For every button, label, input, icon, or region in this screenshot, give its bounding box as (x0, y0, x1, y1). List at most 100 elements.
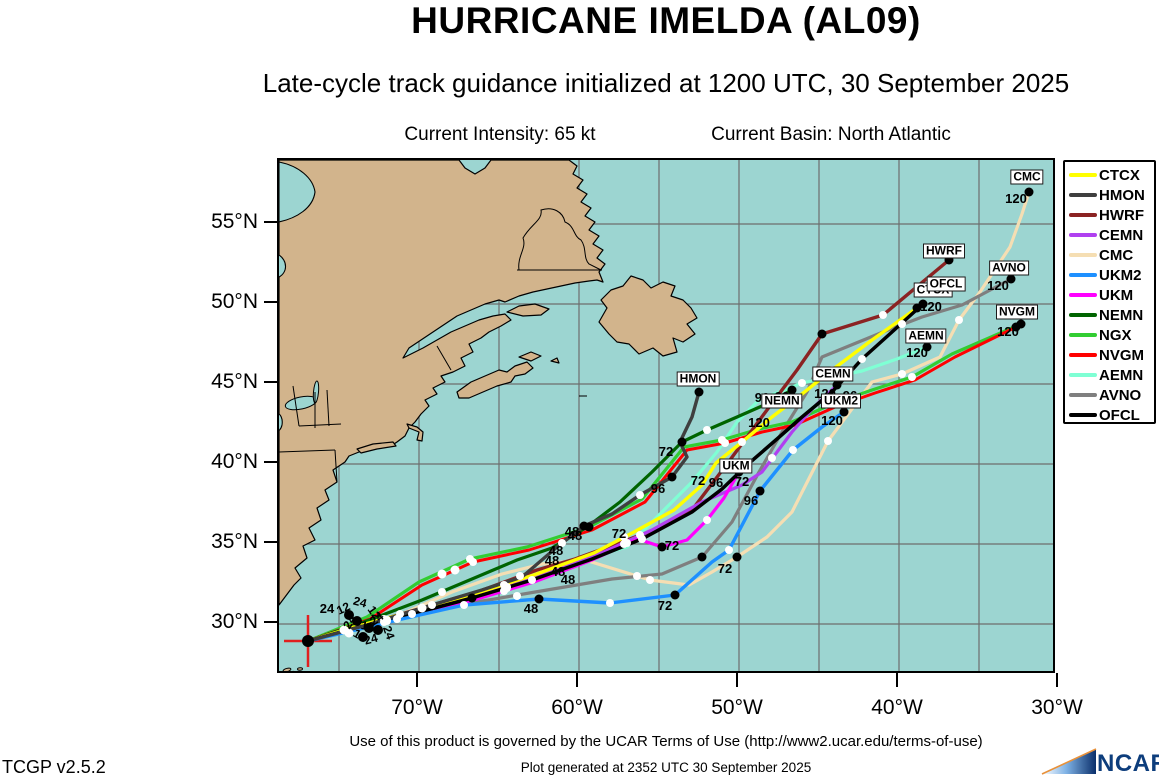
forecast-point-white (721, 439, 729, 447)
x-axis-tick-mark (416, 673, 418, 687)
x-axis-tick-label: 30°W (1031, 696, 1083, 719)
forecast-hour-label: 12 (334, 599, 352, 617)
forecast-point-white (738, 438, 746, 446)
forecast-point-black (657, 542, 667, 552)
forecast-hour-label: 72 (691, 473, 705, 488)
legend-label: HMON (1099, 186, 1145, 204)
y-axis-tick-label: 50°N (211, 290, 258, 313)
forecast-hour-label: 48 (565, 524, 579, 539)
forecast-hour-label: 48 (549, 543, 563, 558)
forecast-hour-label: 48 (561, 572, 575, 587)
forecast-point-black (352, 616, 362, 626)
forecast-hour-label: 72 (735, 474, 749, 489)
forecast-hour-label: 24 (320, 601, 335, 616)
forecast-point-black (1006, 274, 1016, 284)
political-border (518, 208, 602, 271)
forecast-point-white (633, 572, 641, 580)
forecast-point-black (918, 299, 928, 309)
forecast-point-white (703, 516, 711, 524)
forecast-hour-label: 72 (612, 526, 626, 541)
legend-line-swatch (1069, 273, 1097, 277)
model-label-cmc: CMC (1010, 169, 1044, 185)
forecast-hour-label: 120 (920, 299, 942, 314)
forecast-point-black (1024, 187, 1034, 197)
forecast-point-white (500, 581, 508, 589)
forecast-point-white (898, 370, 906, 378)
legend-line-swatch (1069, 393, 1097, 397)
legend-line-swatch (1069, 233, 1097, 237)
small-island (282, 667, 292, 671)
forecast-hour-label: 120 (987, 278, 1009, 293)
forecast-hour-label: 96 (651, 481, 665, 496)
legend-label: NEMN (1099, 306, 1144, 324)
forecast-hour-label: 120 (748, 415, 770, 430)
forecast-point-white (646, 576, 654, 584)
forecast-point-white (955, 316, 963, 324)
y-axis-tick-mark (264, 461, 277, 463)
forecast-point-black (817, 329, 827, 339)
y-axis-tick-mark (264, 301, 277, 303)
forecast-point-white (396, 610, 404, 618)
forecast-point-white (437, 569, 447, 579)
legend-item-ctcx: CTCX (1065, 165, 1154, 185)
y-axis-tick-mark (264, 381, 277, 383)
ncar-swoosh-icon (1041, 748, 1097, 775)
model-label-nvgm: NVGM (996, 304, 1038, 320)
forecast-point-black (358, 632, 368, 642)
forecast-point-white (438, 588, 446, 596)
model-label-ukm: UKM (719, 458, 753, 474)
forecast-point-white (606, 599, 614, 607)
terms-of-use-text: Use of this product is governed by the U… (349, 733, 983, 750)
model-label-ofcl: OFCL (926, 276, 966, 292)
legend-line-swatch (1069, 413, 1097, 417)
track-cmc (306, 190, 1031, 643)
forecast-point-black (670, 590, 680, 600)
x-axis-tick-mark (896, 673, 898, 687)
track-nemn (306, 388, 794, 643)
forecast-hour-label: 24 (380, 624, 398, 642)
political-border (279, 449, 336, 453)
legend-label: AVNO (1099, 386, 1142, 404)
political-border (326, 389, 330, 427)
forecast-point-white (417, 603, 427, 613)
lake (279, 161, 316, 223)
legend-item-ukm2: UKM2 (1065, 265, 1154, 285)
legend-label: OFCL (1099, 406, 1140, 424)
landmass (279, 160, 606, 606)
forecast-hour-label: 120 (906, 345, 928, 360)
forecast-point-white (450, 565, 460, 575)
landmass (456, 361, 534, 399)
forecast-hour-label: 72 (665, 538, 679, 553)
forecast-hour-label: 48 (545, 553, 559, 568)
legend-item-ofcl: OFCL (1065, 405, 1154, 425)
forecast-point-black (677, 437, 687, 447)
forecast-hour-label: 48 (568, 528, 582, 543)
legend-item-cemn: CEMN (1065, 225, 1154, 245)
forecast-hour-label: 120 (1005, 191, 1027, 206)
forecast-point-black (579, 521, 589, 531)
legend-item-hwrf: HWRF (1065, 205, 1154, 225)
forecast-hour-label: 120 (997, 324, 1019, 339)
legend-line-swatch (1069, 293, 1097, 297)
x-axis-tick-label: 70°W (391, 696, 443, 719)
legend-item-cmc: CMC (1065, 245, 1154, 265)
political-border (292, 385, 300, 427)
landmass (598, 275, 698, 357)
forecast-point-black (832, 380, 842, 390)
forecast-point-black (534, 594, 544, 604)
forecast-hour-label: 72 (659, 444, 673, 459)
legend-line-swatch (1069, 353, 1097, 357)
y-axis-tick-mark (264, 621, 277, 623)
forecast-point-white (408, 610, 416, 618)
legend-item-hmon: HMON (1065, 185, 1154, 205)
forecast-point-white (703, 426, 711, 434)
forecast-point-black (373, 625, 383, 635)
lake (279, 413, 283, 432)
model-label-aemn: AEMN (905, 328, 947, 344)
forecast-point-white (516, 572, 524, 580)
landmass (518, 351, 542, 362)
forecast-point-black (922, 342, 932, 352)
model-label-hwrf: HWRF (923, 243, 965, 259)
